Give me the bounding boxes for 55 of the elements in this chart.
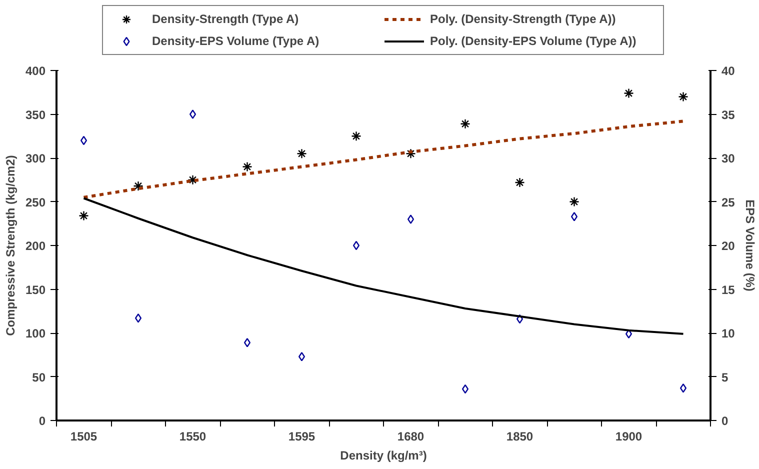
y-tick-label: 0	[38, 414, 46, 428]
point	[80, 136, 88, 146]
point	[244, 338, 251, 348]
point	[407, 214, 414, 224]
y-tick-label: 400	[25, 64, 46, 78]
point	[406, 148, 416, 159]
point	[352, 240, 360, 250]
point	[298, 352, 306, 362]
y2-axis-title: EPS Volume (%)	[742, 200, 757, 292]
point	[296, 148, 307, 159]
legend-label: Density-Strength (Type A)	[152, 12, 300, 26]
legend-label: Density-EPS Volume (Type A)	[152, 34, 320, 48]
x-tick-label: 1595	[288, 430, 316, 444]
point	[569, 196, 580, 207]
y-tick-label: 200	[25, 239, 46, 253]
y-axis-title: Compressive Strength (kg/cm2)	[3, 155, 18, 336]
point	[462, 384, 469, 394]
x-tick-label: 1550	[179, 430, 206, 444]
point	[460, 118, 470, 129]
point	[242, 162, 252, 172]
point	[570, 212, 578, 222]
y2-tick-label: 0	[722, 414, 728, 428]
point	[624, 88, 634, 98]
x-tick-label: 1850	[506, 430, 534, 444]
point	[78, 210, 89, 221]
y2-tick-label: 40	[722, 64, 736, 78]
point	[134, 314, 142, 323]
y2-tick-label: 30	[722, 152, 736, 166]
point	[351, 131, 362, 142]
point	[678, 92, 688, 102]
x-tick-label: 1680	[397, 430, 424, 444]
legend-label: Poly. (Density-EPS Volume (Type A))	[430, 34, 638, 48]
y2-tick-label: 15	[722, 282, 736, 297]
y-tick-label: 250	[25, 195, 46, 210]
y-tick-label: 350	[25, 108, 46, 122]
y-tick-label: 100	[25, 326, 46, 340]
point	[188, 174, 198, 185]
point	[133, 180, 144, 192]
y2-tick-label: 25	[722, 195, 736, 210]
point	[189, 110, 196, 119]
point	[680, 384, 687, 393]
y2-tick-label: 20	[722, 239, 736, 253]
x-axis-title: Density (kg/m³)	[340, 448, 427, 462]
y2-tick-label: 10	[722, 326, 736, 340]
x-tick-label: 1900	[615, 430, 642, 444]
y-tick-label: 150	[25, 282, 46, 297]
point	[514, 177, 525, 188]
y-tick-label: 50	[32, 370, 46, 384]
legend-label: Poly. (Density-Strength (Type A))	[430, 12, 617, 26]
y-tick-label: 300	[25, 152, 46, 166]
y2-tick-label: 5	[722, 370, 728, 384]
point	[516, 314, 524, 324]
x-tick-label: 1505	[70, 430, 98, 444]
line-series	[82, 120, 685, 199]
y2-tick-label: 35	[722, 108, 736, 122]
